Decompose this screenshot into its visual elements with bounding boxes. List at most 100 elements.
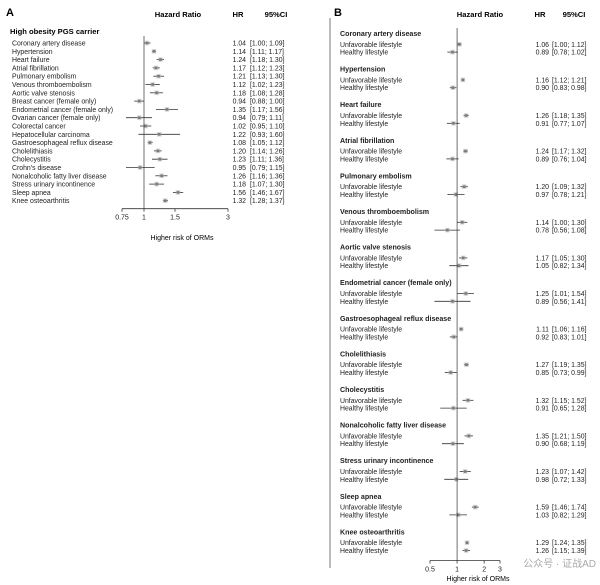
forest-mark [434,227,461,233]
panel-a-row-label: Colorectal cancer [12,124,66,131]
panel-b-group-title: Cholelithiasis [340,350,386,358]
panel-a-row-label: Stress urinary incontinence [12,182,95,189]
panel-b-row-label: Healthy lifestyle [340,85,388,92]
panel-b-hr-value: 1.24 [536,149,550,156]
panel-a-ci-value: [1.00; 1.09] [250,41,285,48]
panel-a-hr-value: 1.17 [233,65,247,72]
panel-b-row-label: Unfavorable lifestyle [340,77,402,84]
hr-weight-box [162,198,168,203]
forest-mark [446,121,460,126]
panel-a: A Hazard Ratio HR 95%CI High obesity PGS… [6,7,287,242]
hr-weight-box [451,121,456,126]
panel-a-hr-value: 1.21 [233,74,247,81]
hr-weight-box [450,49,455,55]
panel-a-ci-value: [1.11; 1.17] [250,49,284,56]
panel-a-hr-value: 1.26 [233,173,247,180]
forest-mark [440,405,467,411]
hr-weight-box [461,184,467,189]
panel-b-ci-value: [1.46; 1.74] [552,505,587,512]
hr-weight-box [459,220,465,225]
panel-a-hr-value: 1.56 [233,190,247,197]
hr-weight-box [456,263,462,268]
panel-b-ci-value: [0.78; 1.02] [552,50,587,57]
forest-mark [151,49,157,54]
hr-weight-box [159,173,164,179]
panel-b-ci-value: [1.01; 1.54] [552,291,587,298]
panel-b-ci-value: [0.56; 1.08] [552,228,587,235]
forest-mark [457,291,474,296]
panel-a-header-hazard-ratio: Hazard Ratio [155,10,202,19]
panel-a-ci-value: [1.07; 1.30] [250,182,285,189]
panel-a-ci-value: [1.28; 1.37] [250,198,285,205]
panel-a-row-label: Endometrial cancer (female only) [12,107,113,114]
panel-b-group-title: Hypertension [340,66,385,74]
panel-a-ci-value: [1.14; 1.26] [250,148,285,155]
panel-b-x-label: Higher risk of ORMs [446,576,510,583]
panel-a-ci-value: [0.93; 1.60] [250,132,285,139]
panel-a-hr-value: 1.24 [233,57,247,64]
forest-mark [125,165,155,170]
hr-weight-box [153,65,159,71]
panel-b-row-label: Healthy lifestyle [340,441,388,448]
panel-b-row-label: Healthy lifestyle [340,406,388,413]
panel-b-hr-value: 0.90 [536,441,550,448]
forest-mark [444,370,457,375]
panel-a-hr-value: 1.04 [233,41,247,48]
forest-mark [449,512,468,518]
panel-b-ci-value: [0.76; 1.04] [552,156,587,163]
forest-mark [125,115,152,120]
panel-b-row-label: Unfavorable lifestyle [340,540,402,547]
forest-mark [457,42,462,47]
panel-a-hr-value: 1.35 [233,107,247,114]
panel-a-x-label: Higher risk of ORMs [150,235,214,242]
panel-b-group-title: Cholecystitis [340,386,384,394]
panel-b-hr-value: 1.20 [536,184,550,191]
panel-a-row-label: Hypertension [12,49,53,56]
panel-a-ci-value: [1.12; 1.23] [250,65,285,72]
forest-mark [134,98,144,104]
hr-weight-box [137,165,143,170]
panel-b-row-label: Unfavorable lifestyle [340,398,402,405]
panel-b-hr-value: 1.11 [536,327,549,334]
panel-a-row-label: Sleep apnea [12,190,51,197]
forest-mark [149,90,163,96]
panel-a-row-label: Venous thromboembolism [12,82,92,89]
panel-b-ci-value: [1.05; 1.30] [552,255,587,262]
forest-mark [145,82,160,87]
forest-mark [444,477,469,482]
panel-b-hr-value: 1.16 [536,77,550,84]
panel-b-ci-value: [1.09; 1.32] [552,184,587,191]
forest-mark [462,398,474,403]
panel-a-row-label: Gastroesophageal reflux disease [12,140,113,147]
panel-b-row-label: Unfavorable lifestyle [340,42,402,49]
hr-weight-box [164,107,170,112]
hr-weight-box [464,362,469,367]
panel-a-row-label: Pulmonary embolism [12,74,77,81]
panel-b-hr-value: 1.03 [536,512,550,519]
panel-a-ci-value: [0.88; 1.00] [250,99,285,106]
panel-b-hr-value: 1.32 [536,398,550,405]
panel-b-header-hazard-ratio: Hazard Ratio [457,10,504,19]
panel-b-ci-value: [0.83; 0.98] [552,85,587,92]
hr-weight-box [143,123,148,129]
hr-weight-box [465,398,471,403]
forest-mark [460,77,466,83]
hr-weight-box [445,227,450,233]
panel-b-ci-value: [1.21; 1.50] [552,433,587,440]
panel-a-hr-value: 0.95 [233,165,247,172]
panel-b-hr-value: 0.85 [536,370,550,377]
forest-mark [459,469,471,474]
forest-mark [156,57,165,62]
panel-b-hr-value: 0.92 [536,334,550,341]
panel-b-hr-value: 1.27 [536,362,550,369]
panel-b-row-label: Unfavorable lifestyle [340,469,402,476]
forest-mark [447,192,465,197]
panel-b-hr-value: 1.59 [536,505,550,512]
panel-b-hr-value: 1.06 [536,42,550,49]
panel-b-group-title: Pulmonary embolism [340,172,412,180]
panel-b-row-label: Unfavorable lifestyle [340,113,402,120]
panel-b-hr-value: 0.98 [536,477,550,484]
panel-b-ci-value: [0.83; 1.01] [552,334,587,341]
panel-b-row-label: Healthy lifestyle [340,512,388,519]
